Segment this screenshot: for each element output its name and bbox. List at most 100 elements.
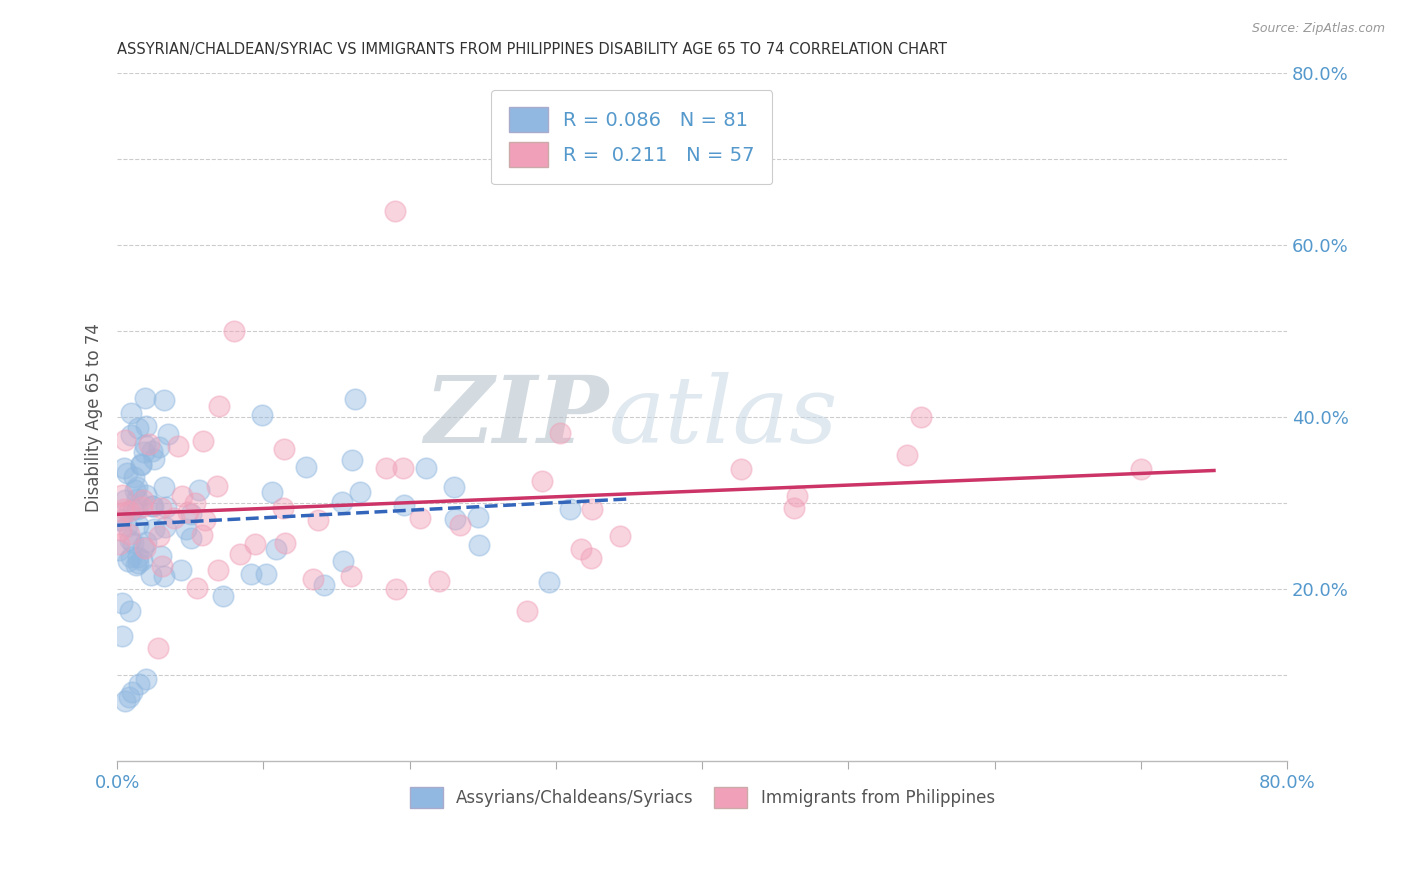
Text: ASSYRIAN/CHALDEAN/SYRIAC VS IMMIGRANTS FROM PHILIPPINES DISABILITY AGE 65 TO 74 : ASSYRIAN/CHALDEAN/SYRIAC VS IMMIGRANTS F… — [117, 42, 948, 57]
Point — [127, 517, 149, 532]
Point — [581, 551, 603, 566]
Point — [271, 501, 294, 516]
Point — [205, 479, 228, 493]
Point — [112, 505, 135, 519]
Point — [118, 604, 141, 618]
Point — [443, 480, 465, 494]
Point — [114, 493, 136, 508]
Point — [224, 324, 246, 338]
Point — [121, 685, 143, 699]
Point — [243, 537, 266, 551]
Point — [118, 504, 141, 518]
Point — [384, 582, 406, 596]
Point — [240, 567, 263, 582]
Point — [149, 549, 172, 564]
Point — [349, 484, 371, 499]
Point — [148, 640, 170, 655]
Point — [609, 529, 631, 543]
Point — [131, 500, 153, 514]
Point — [167, 438, 190, 452]
Point — [142, 452, 165, 467]
Point — [344, 392, 367, 406]
Point — [141, 444, 163, 458]
Point — [468, 537, 491, 551]
Point — [392, 461, 415, 475]
Point — [415, 461, 437, 475]
Point — [138, 437, 160, 451]
Point — [467, 510, 489, 524]
Point — [129, 458, 152, 472]
Point — [135, 673, 157, 687]
Point — [107, 537, 129, 551]
Point — [157, 427, 180, 442]
Point — [114, 694, 136, 708]
Point — [141, 500, 163, 514]
Point — [127, 480, 149, 494]
Point — [153, 480, 176, 494]
Point — [148, 440, 170, 454]
Point — [184, 496, 207, 510]
Point — [153, 569, 176, 583]
Legend: Assyrians/Chaldeans/Syriacs, Immigrants from Philippines: Assyrians/Chaldeans/Syriacs, Immigrants … — [404, 780, 1001, 814]
Point — [191, 434, 214, 448]
Point — [262, 484, 284, 499]
Point — [340, 569, 363, 583]
Point — [110, 513, 132, 527]
Point — [122, 470, 145, 484]
Point — [254, 567, 277, 582]
Point — [1129, 461, 1152, 475]
Point — [139, 567, 162, 582]
Point — [180, 507, 202, 521]
Point — [142, 499, 165, 513]
Point — [163, 510, 186, 524]
Point — [134, 391, 156, 405]
Point — [127, 501, 149, 516]
Point — [188, 483, 211, 498]
Point — [896, 448, 918, 462]
Point — [124, 483, 146, 497]
Point — [120, 406, 142, 420]
Point — [128, 676, 150, 690]
Point — [392, 498, 415, 512]
Point — [118, 690, 141, 704]
Point — [127, 420, 149, 434]
Point — [548, 425, 571, 440]
Point — [332, 554, 354, 568]
Point — [176, 522, 198, 536]
Point — [783, 501, 806, 516]
Point — [340, 453, 363, 467]
Point — [115, 519, 138, 533]
Point — [110, 488, 132, 502]
Point — [211, 589, 233, 603]
Point — [910, 410, 932, 425]
Point — [560, 501, 582, 516]
Point — [786, 489, 808, 503]
Point — [149, 500, 172, 515]
Point — [516, 604, 538, 618]
Point — [111, 629, 134, 643]
Point — [132, 493, 155, 508]
Text: atlas: atlas — [609, 372, 838, 462]
Point — [530, 474, 553, 488]
Point — [229, 547, 252, 561]
Point — [131, 553, 153, 567]
Point — [730, 462, 752, 476]
Point — [131, 457, 153, 471]
Point — [111, 596, 134, 610]
Point — [177, 505, 200, 519]
Point — [409, 511, 432, 525]
Point — [125, 558, 148, 572]
Point — [121, 502, 143, 516]
Point — [121, 536, 143, 550]
Point — [120, 428, 142, 442]
Point — [264, 542, 287, 557]
Point — [135, 535, 157, 549]
Point — [117, 554, 139, 568]
Point — [208, 399, 231, 413]
Point — [301, 572, 323, 586]
Point — [152, 392, 174, 407]
Point — [115, 466, 138, 480]
Point — [110, 523, 132, 537]
Point — [125, 491, 148, 506]
Point — [274, 536, 297, 550]
